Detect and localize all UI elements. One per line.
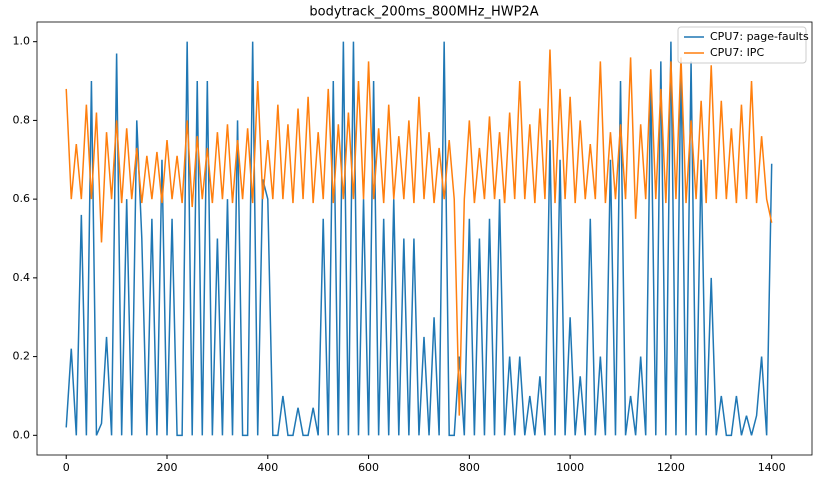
y-tick-label: 0.4 [13,271,31,284]
x-tick-label: 1400 [758,461,786,474]
x-tick-label: 1200 [657,461,685,474]
x-tick-label: 200 [157,461,178,474]
x-tick-label: 0 [63,461,70,474]
legend-label: CPU7: page-faults [710,30,809,43]
x-tick-label: 800 [459,461,480,474]
line-series [65,49,773,416]
y-tick-label: 0.8 [13,113,31,126]
chart-title: bodytrack_200ms_800MHz_HWP2A [309,5,538,20]
legend-box [677,26,807,64]
x-tick-label: 600 [358,461,379,474]
y-tick-label: 1.0 [13,35,31,48]
y-tick-label: 0.0 [13,428,31,441]
legend-label: CPU7: IPC [710,46,764,59]
x-tick-label: 1000 [556,461,584,474]
y-tick-label: 0.6 [13,192,31,205]
plot-frame [36,21,813,456]
x-tick-label: 400 [257,461,278,474]
line-series [65,41,773,437]
y-tick-label: 0.2 [13,350,31,363]
